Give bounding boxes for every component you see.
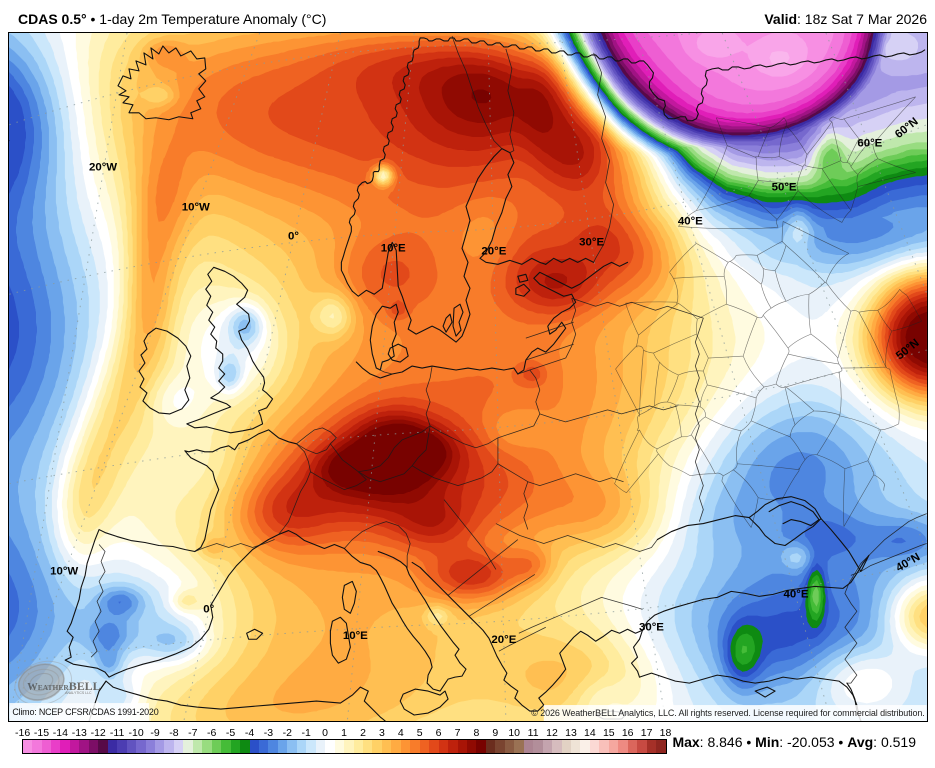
svg-text:20°E: 20°E <box>491 634 516 646</box>
svg-text:40°E: 40°E <box>784 588 809 600</box>
svg-text:ANALYTICS LLC: ANALYTICS LLC <box>65 691 92 695</box>
svg-text:50°E: 50°E <box>772 182 797 194</box>
svg-text:0°: 0° <box>288 230 299 242</box>
svg-text:20°E: 20°E <box>481 245 506 257</box>
svg-text:10°W: 10°W <box>50 565 78 577</box>
svg-text:10°W: 10°W <box>182 201 210 213</box>
svg-text:40°E: 40°E <box>678 215 703 227</box>
svg-text:0°: 0° <box>203 603 214 615</box>
svg-text:10°E: 10°E <box>381 242 406 254</box>
svg-text:10°E: 10°E <box>343 630 368 642</box>
svg-text:© 2026 WeatherBELL Analytics,: © 2026 WeatherBELL Analytics, LLC. All r… <box>531 708 924 718</box>
svg-text:WEATHERBELL: WEATHERBELL <box>27 679 100 693</box>
svg-text:30°W: 30°W <box>8 139 10 151</box>
svg-text:Climo: NCEP CFSR/CDAS 1991-202: Climo: NCEP CFSR/CDAS 1991-2020 <box>12 707 158 717</box>
svg-text:20°W: 20°W <box>89 162 117 174</box>
svg-text:60°E: 60°E <box>857 138 882 150</box>
svg-text:30°E: 30°E <box>639 621 664 633</box>
svg-text:30°E: 30°E <box>579 236 604 248</box>
